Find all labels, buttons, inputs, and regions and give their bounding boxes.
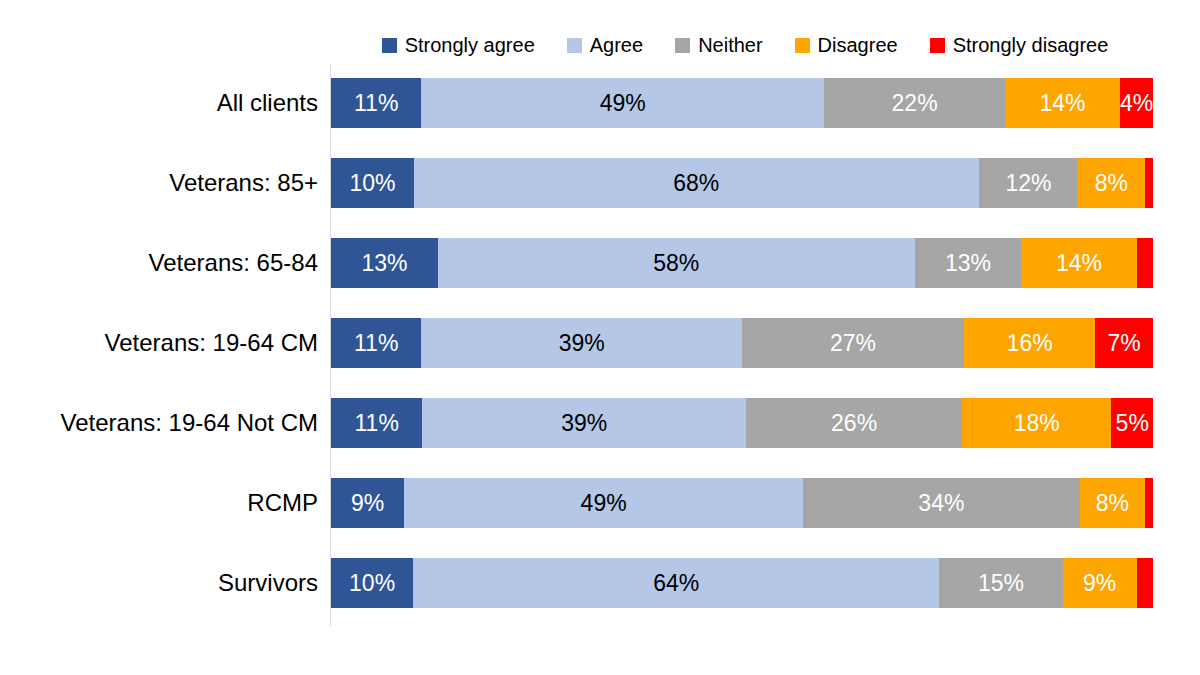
bar-segment: 9% <box>1063 558 1137 608</box>
bar-segment <box>1145 478 1153 528</box>
category-label: RCMP <box>0 478 318 528</box>
bar-segment: 39% <box>421 318 742 368</box>
legend-label: Strongly agree <box>405 34 535 57</box>
category-label: Veterans: 19-64 CM <box>0 318 318 368</box>
category-label: All clients <box>0 78 318 128</box>
bar-segment: 26% <box>746 398 962 448</box>
legend-item: Strongly agree <box>382 34 535 57</box>
bar-segment: 13% <box>331 238 438 288</box>
bar-segment: 12% <box>979 158 1079 208</box>
bar-segment: 9% <box>331 478 404 528</box>
category-label: Veterans: 85+ <box>0 158 318 208</box>
bar-segment: 4% <box>1120 78 1153 128</box>
bar-segment: 11% <box>331 318 421 368</box>
bar-segment: 64% <box>413 558 939 608</box>
bar-segment <box>1137 558 1153 608</box>
bar-segment: 68% <box>414 158 979 208</box>
bar-segment: 10% <box>331 158 414 208</box>
category-axis-labels: All clients Veterans: 85+ Veterans: 65-84 V… <box>0 0 318 675</box>
bar-segment: 5% <box>1111 398 1153 448</box>
bar-segment: 10% <box>331 558 413 608</box>
bar-segment: 15% <box>939 558 1062 608</box>
bar-segment <box>1145 158 1153 208</box>
bar-segment: 49% <box>421 78 824 128</box>
legend-item: Disagree <box>795 34 898 57</box>
legend-swatch-icon <box>675 38 690 53</box>
plot-area: 11%49%22%14%4%10%68%12%8%13%58%13%14%11%… <box>330 64 1153 626</box>
bar-segment: 14% <box>1021 238 1136 288</box>
legend-swatch-icon <box>795 38 810 53</box>
bar-segment: 58% <box>438 238 915 288</box>
bar-segment: 34% <box>803 478 1080 528</box>
legend-label: Neither <box>698 34 762 57</box>
legend-swatch-icon <box>382 38 397 53</box>
bar-segment: 11% <box>331 78 421 128</box>
bar-row: 11%49%22%14%4% <box>331 78 1153 128</box>
legend-item: Neither <box>675 34 762 57</box>
legend-swatch-icon <box>567 38 582 53</box>
legend-label: Disagree <box>818 34 898 57</box>
bar-row: 9%49%34%8% <box>331 478 1153 528</box>
bar-row: 13%58%13%14% <box>331 238 1153 288</box>
bar-segment: 8% <box>1080 478 1145 528</box>
bar-segment: 14% <box>1005 78 1120 128</box>
bar-segment: 39% <box>422 398 746 448</box>
bar-segment: 18% <box>962 398 1111 448</box>
bar-segment: 8% <box>1078 158 1144 208</box>
bar-row: 10%68%12%8% <box>331 158 1153 208</box>
bar-segment: 49% <box>404 478 803 528</box>
bar-row: 10%64%15%9% <box>331 558 1153 608</box>
bar-segment: 11% <box>331 398 422 448</box>
bar-row: 11%39%27%16%7% <box>331 318 1153 368</box>
bar-segment: 16% <box>964 318 1096 368</box>
legend-swatch-icon <box>930 38 945 53</box>
chart-container: Strongly agree Agree Neither Disagree Strong… <box>0 0 1200 675</box>
bar-segment: 13% <box>915 238 1022 288</box>
legend-label: Agree <box>590 34 643 57</box>
bar-segment: 7% <box>1095 318 1153 368</box>
category-label: Veterans: 65-84 <box>0 238 318 288</box>
bar-segment: 22% <box>824 78 1005 128</box>
bar-row: 11%39%26%18%5% <box>331 398 1153 448</box>
bar-segment <box>1137 238 1153 288</box>
legend-label: Strongly disagree <box>953 34 1109 57</box>
chart-legend: Strongly agree Agree Neither Disagree Strong… <box>330 30 1160 60</box>
bar-segment: 27% <box>742 318 964 368</box>
category-label: Survivors <box>0 558 318 608</box>
category-label: Veterans: 19-64 Not CM <box>0 398 318 448</box>
legend-item: Agree <box>567 34 643 57</box>
legend-item: Strongly disagree <box>930 34 1109 57</box>
